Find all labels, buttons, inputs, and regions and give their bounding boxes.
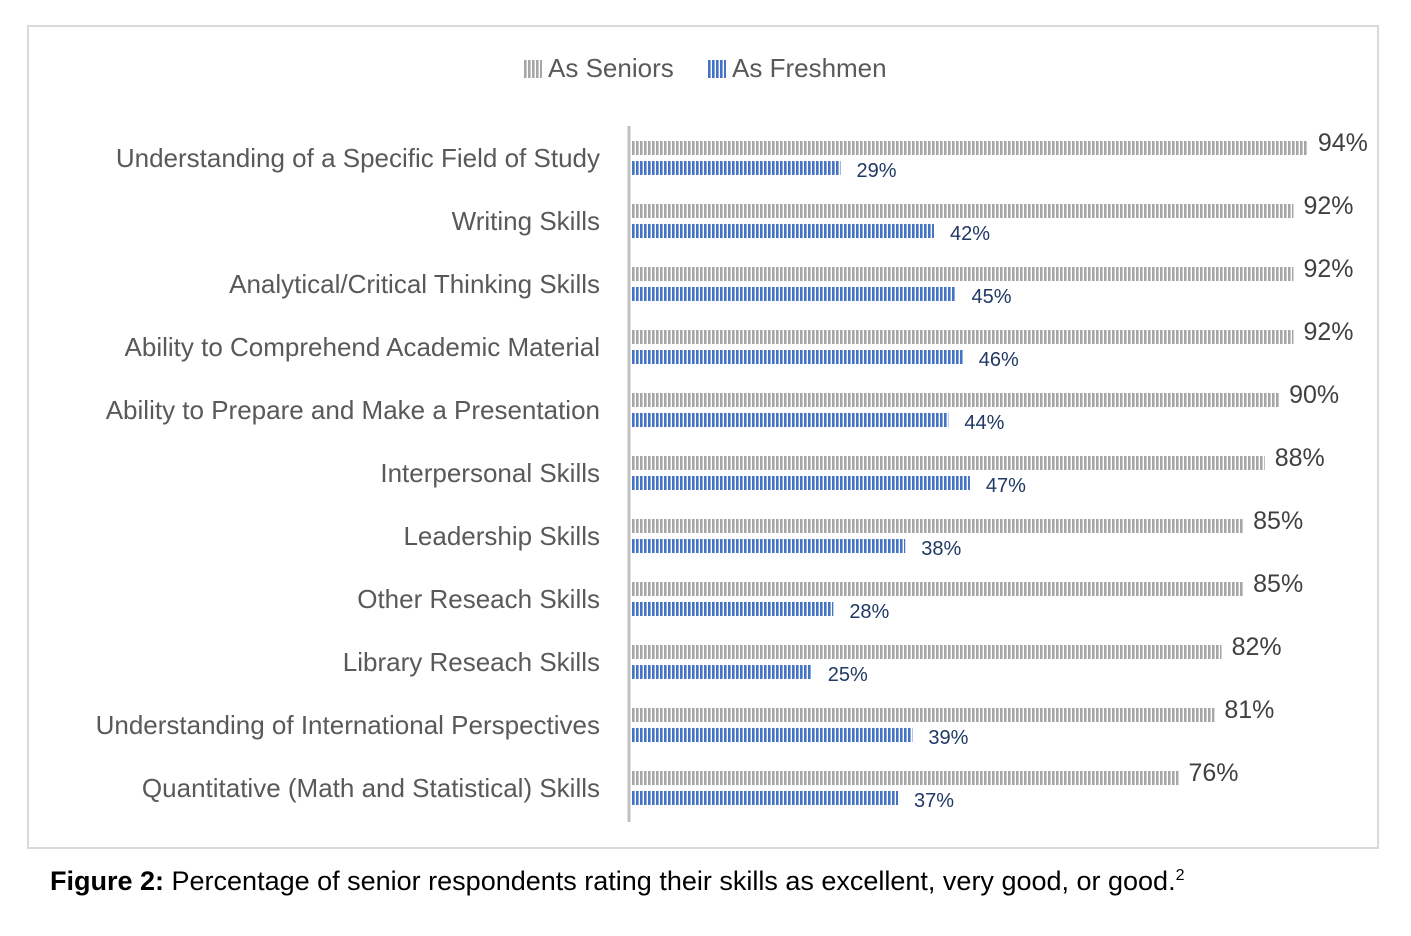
bar-as-seniors-other-reseach-skills (632, 582, 1244, 596)
value-label-as-seniors-analytical-critical-thinking-skills: 92% (1303, 255, 1353, 283)
category-label-quantitative-math-and-statistical-skills: Quantitative (Math and Statistical) Skil… (142, 773, 600, 803)
bar-as-seniors-quantitative-math-and-statistical-skills (632, 771, 1179, 785)
caption-footnote: 2 (1175, 867, 1185, 884)
category-label-ability-to-comprehend-academic-material: Ability to Comprehend Academic Material (125, 332, 600, 362)
value-label-as-seniors-quantitative-math-and-statistical-skills: 76% (1188, 759, 1238, 787)
legend: As Seniors As Freshmen (524, 53, 887, 83)
value-label-as-seniors-understanding-of-a-specific-field-of-study: 94% (1318, 129, 1368, 157)
value-label-as-freshmen-understanding-of-a-specific-field-of-study: 29% (857, 160, 897, 182)
value-label-as-freshmen-quantitative-math-and-statistical-skills: 37% (914, 790, 954, 812)
bar-as-seniors-library-reseach-skills (632, 645, 1222, 659)
bar-as-seniors-ability-to-comprehend-academic-material (632, 330, 1294, 344)
legend-label-as-freshmen: As Freshmen (732, 53, 887, 83)
category-label-other-reseach-skills: Other Reseach Skills (357, 584, 600, 614)
bar-as-freshmen-ability-to-comprehend-academic-material (632, 350, 963, 364)
bar-as-freshmen-leadership-skills (632, 539, 906, 553)
caption-text: Percentage of senior respondents rating … (164, 866, 1176, 896)
value-labels: 94% 29% 92% 42% 92% 45% 92% 46% 90% 44% 88% 47% 85% 3… (828, 129, 1368, 812)
bar-as-freshmen-library-reseach-skills (632, 665, 812, 679)
category-label-interpersonal-skills: Interpersonal Skills (380, 458, 600, 488)
category-labels: Understanding of a Specific Field of Stu… (96, 143, 600, 803)
legend-label-as-seniors: As Seniors (548, 53, 674, 83)
bar-as-seniors-understanding-of-a-specific-field-of-study (632, 141, 1308, 155)
category-label-ability-to-prepare-and-make-a-presentation: Ability to Prepare and Make a Presentati… (106, 395, 600, 425)
value-label-as-freshmen-leadership-skills: 38% (921, 538, 961, 560)
value-label-as-freshmen-library-reseach-skills: 25% (828, 664, 868, 686)
bar-as-seniors-analytical-critical-thinking-skills (632, 267, 1294, 281)
category-label-library-reseach-skills: Library Reseach Skills (343, 647, 600, 677)
value-label-as-freshmen-ability-to-prepare-and-make-a-presentation: 44% (964, 412, 1004, 434)
value-label-as-freshmen-ability-to-comprehend-academic-material: 46% (979, 349, 1019, 371)
bar-as-freshmen-analytical-critical-thinking-skills (632, 287, 956, 301)
legend-swatch-as-freshmen (708, 60, 726, 78)
value-label-as-seniors-other-reseach-skills: 85% (1253, 570, 1303, 598)
value-label-as-freshmen-interpersonal-skills: 47% (986, 475, 1026, 497)
bar-as-freshmen-writing-skills (632, 224, 934, 238)
category-label-leadership-skills: Leadership Skills (403, 521, 600, 551)
value-label-as-seniors-writing-skills: 92% (1303, 192, 1353, 220)
value-label-as-freshmen-writing-skills: 42% (950, 223, 990, 245)
bar-as-seniors-leadership-skills (632, 519, 1244, 533)
value-label-as-freshmen-understanding-of-international-perspectives: 39% (928, 727, 968, 749)
bar-as-freshmen-understanding-of-a-specific-field-of-study (632, 161, 841, 175)
value-label-as-seniors-ability-to-prepare-and-make-a-presentation: 90% (1289, 381, 1339, 409)
value-label-as-seniors-ability-to-comprehend-academic-material: 92% (1303, 318, 1353, 346)
bar-as-freshmen-quantitative-math-and-statistical-skills (632, 791, 899, 805)
category-label-writing-skills: Writing Skills (452, 206, 600, 236)
bar-as-freshmen-understanding-of-international-perspectives (632, 728, 913, 742)
bar-as-seniors-interpersonal-skills (632, 456, 1265, 470)
bar-as-seniors-understanding-of-international-perspectives (632, 708, 1215, 722)
value-label-as-seniors-leadership-skills: 85% (1253, 507, 1303, 535)
category-label-analytical-critical-thinking-skills: Analytical/Critical Thinking Skills (229, 269, 600, 299)
value-label-as-seniors-library-reseach-skills: 82% (1232, 633, 1282, 661)
value-label-as-seniors-interpersonal-skills: 88% (1275, 444, 1325, 472)
value-label-as-freshmen-other-reseach-skills: 28% (849, 601, 889, 623)
value-label-as-freshmen-analytical-critical-thinking-skills: 45% (972, 286, 1012, 308)
bar-chart: As Seniors As Freshmen Understanding of a… (96, 53, 1368, 822)
figure-caption: Figure 2: Percentage of senior responden… (50, 866, 1185, 897)
category-label-understanding-of-a-specific-field-of-study: Understanding of a Specific Field of Stu… (116, 143, 600, 173)
bar-as-freshmen-interpersonal-skills (632, 476, 970, 490)
bars (632, 141, 1308, 805)
bar-as-seniors-ability-to-prepare-and-make-a-presentation (632, 393, 1280, 407)
bar-as-freshmen-other-reseach-skills (632, 602, 834, 616)
category-label-understanding-of-international-perspectives: Understanding of International Perspecti… (96, 710, 600, 740)
legend-swatch-as-seniors (524, 60, 542, 78)
bar-as-seniors-writing-skills (632, 204, 1294, 218)
bar-as-freshmen-ability-to-prepare-and-make-a-presentation (632, 413, 949, 427)
value-label-as-seniors-understanding-of-international-perspectives: 81% (1224, 696, 1274, 724)
caption-label: Figure 2: (50, 866, 165, 896)
